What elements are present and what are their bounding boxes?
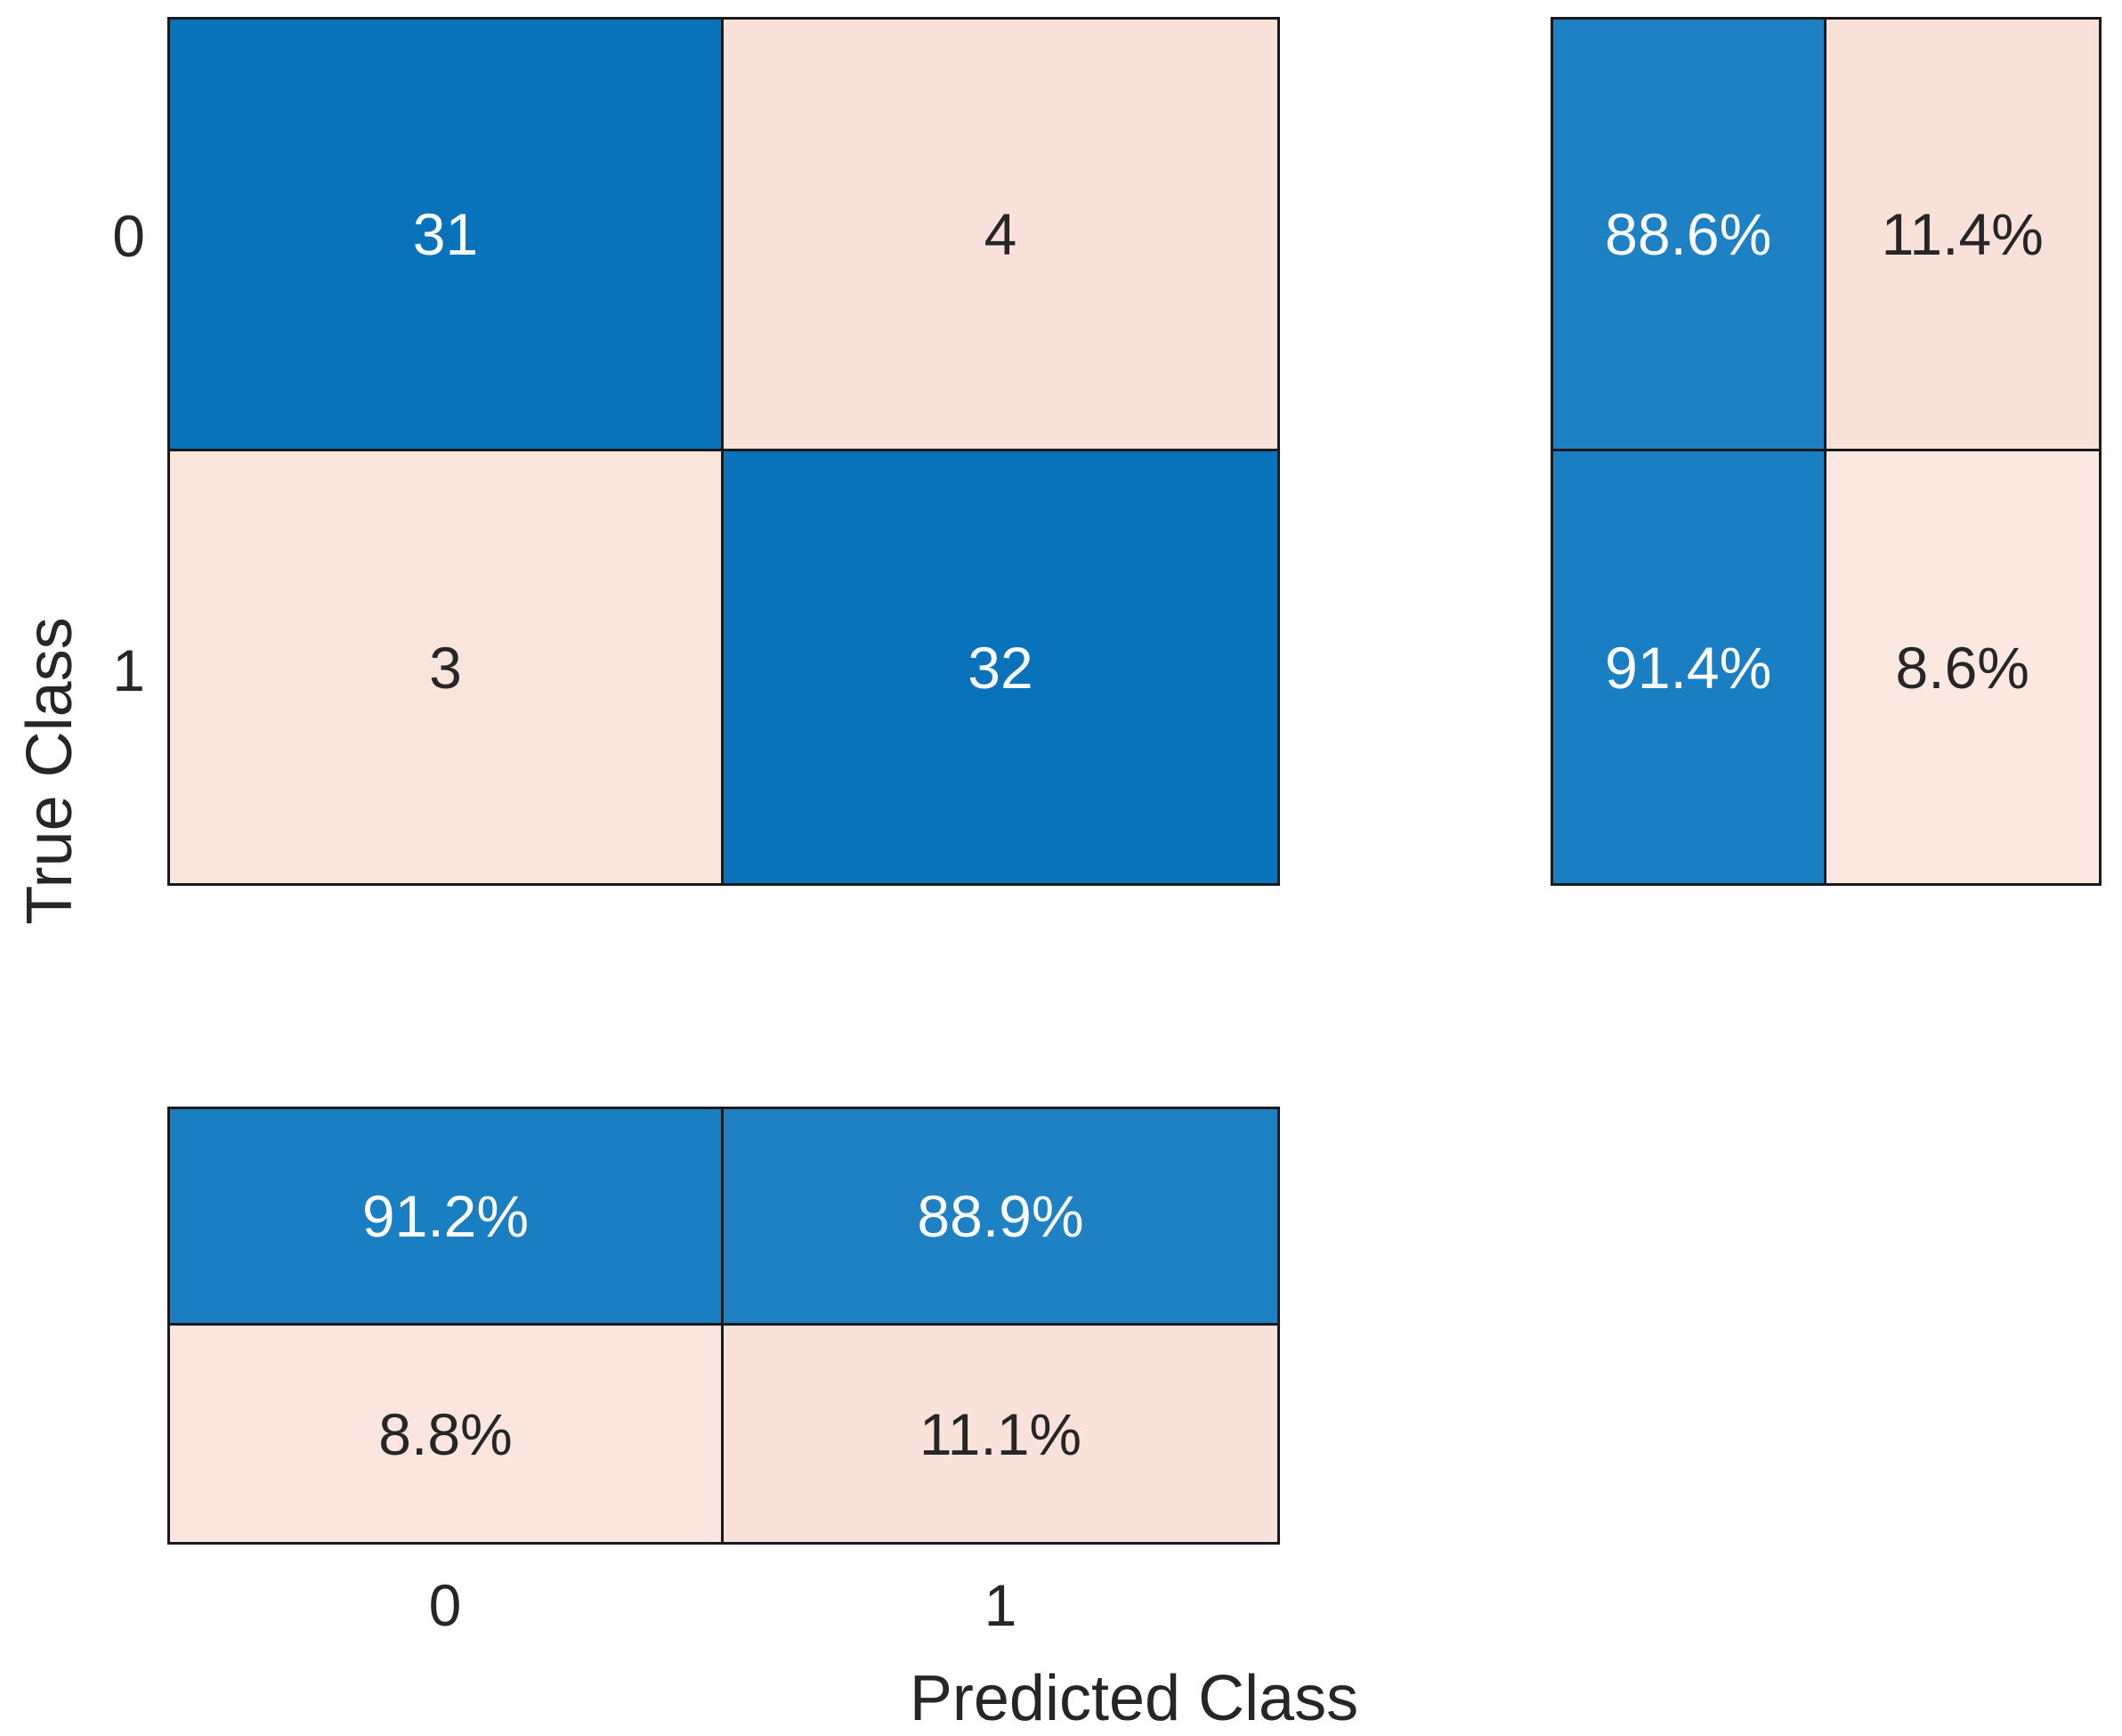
x-tick-class-1: 1 — [984, 1572, 1017, 1638]
x-tick-class-0: 0 — [428, 1572, 462, 1638]
row-summary-cell-true0-incorrect: 11.4% — [1826, 20, 2099, 451]
matrix-cell-true0-pred0: 31 — [170, 20, 724, 451]
row-summary-cell-true1-correct: 91.4% — [1553, 451, 1826, 883]
column-summary-cell-pred0-correct: 91.2% — [170, 1109, 724, 1326]
matrix-cell-true0-pred1: 4 — [724, 20, 1277, 451]
row-summary-cell-true0-correct: 88.6% — [1553, 20, 1826, 451]
y-tick-class-1: 1 — [112, 637, 145, 703]
matrix-cell-true1-pred1: 32 — [724, 451, 1277, 883]
column-summary-cell-pred1-incorrect: 11.1% — [724, 1326, 1277, 1542]
matrix-panel: 31 4 3 32 — [167, 17, 1280, 886]
y-tick-class-0: 0 — [112, 203, 145, 269]
column-summary-cell-pred0-incorrect: 8.8% — [170, 1326, 724, 1542]
matrix-cell-true1-pred0: 3 — [170, 451, 724, 883]
row-summary-panel: 88.6% 11.4% 91.4% 8.6% — [1551, 17, 2102, 886]
predicted-class-axis-label: Predicted Class — [909, 1663, 1359, 1734]
row-summary-cell-true1-incorrect: 8.6% — [1826, 451, 2099, 883]
column-summary-cell-pred1-correct: 88.9% — [724, 1109, 1277, 1326]
column-summary-panel: 91.2% 88.9% 8.8% 11.1% — [167, 1107, 1280, 1545]
